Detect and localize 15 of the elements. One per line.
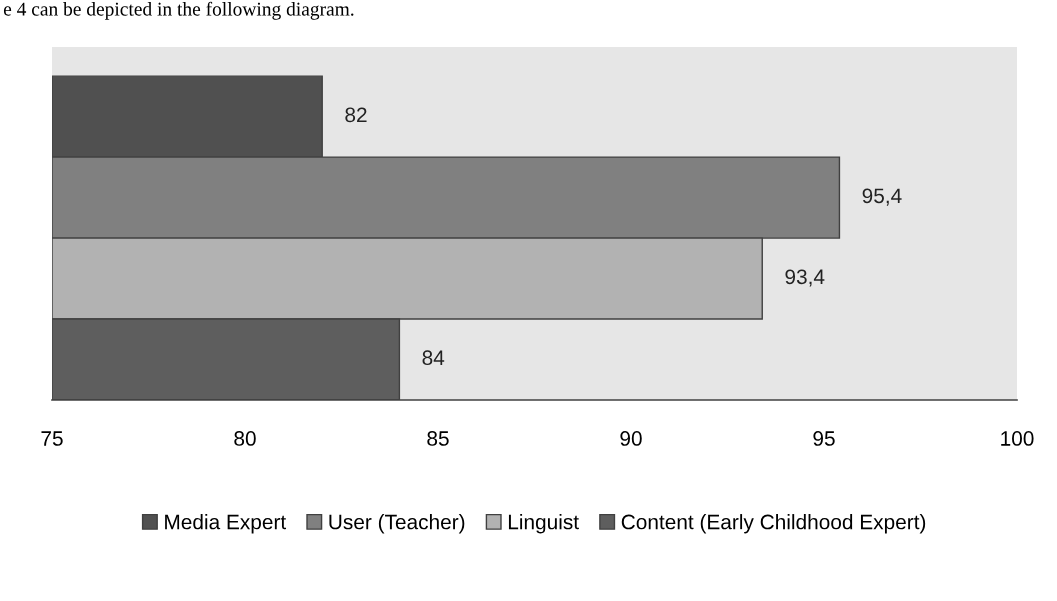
legend-label: User (Teacher)	[329, 514, 465, 534]
text: e 4 can be depicted in the following diagram.	[3, 1, 354, 20]
data-label: 82	[345, 107, 367, 123]
x-tick-label: 100	[1001, 431, 1034, 446]
data-label: 84	[422, 350, 445, 366]
x-tick-label: 85	[427, 431, 449, 446]
x-tick-label: 75	[41, 431, 63, 446]
x-tick-label: 95	[813, 431, 835, 446]
x-tick-label: 80	[234, 431, 256, 446]
legend-label: Content (Early Childhood Expert)	[621, 514, 926, 534]
data-label: 95,4	[862, 188, 902, 206]
legend-label: Linguist	[508, 514, 579, 534]
legend-label: Media Expert	[165, 514, 287, 534]
data-label: 93,4	[785, 269, 825, 287]
x-tick-label: 90	[620, 431, 642, 446]
